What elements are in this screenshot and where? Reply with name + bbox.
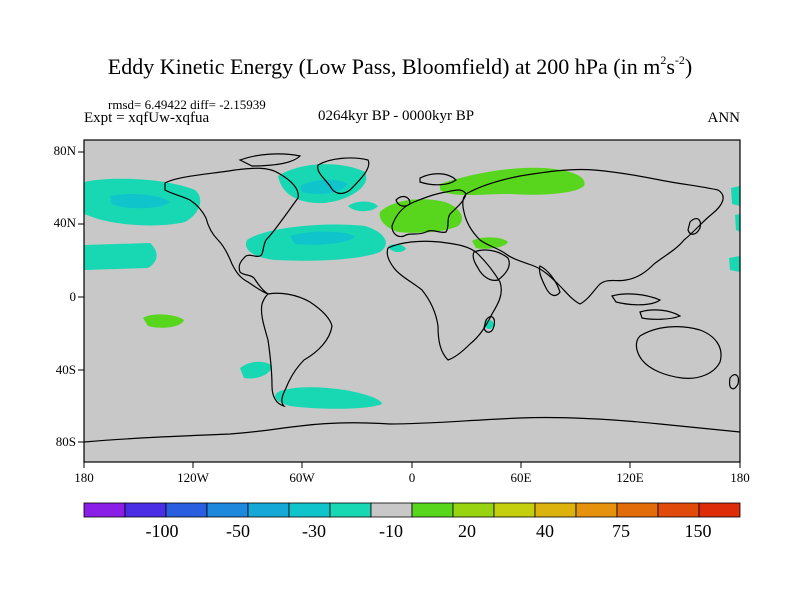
colorbar-label: 40 [536, 521, 554, 541]
lon-label-60w: 60W [289, 470, 315, 485]
lat-label-40s: 40S [55, 362, 76, 377]
colorbar [83, 502, 741, 518]
plot-title: Eddy Kinetic Energy (Low Pass, Bloomfiel… [107, 52, 693, 79]
colorbar-label: -50 [226, 521, 250, 541]
colorbar-swatch [206, 502, 249, 518]
lon-label-180e: 180 [730, 470, 750, 485]
colorbar-label: -100 [145, 521, 179, 541]
period-label: 0264kyr BP - 0000kyr BP [318, 108, 475, 124]
lat-label-80n: 80N [53, 143, 76, 158]
colorbar-label: 75 [612, 521, 630, 541]
colorbar-swatch [452, 502, 495, 518]
colorbar-label: 150 [684, 521, 712, 541]
axis-ticks [78, 151, 741, 468]
colorbar-swatch [247, 502, 290, 518]
lon-label-0: 0 [408, 470, 416, 485]
coastlines [83, 153, 741, 443]
lat-label-40n: 40N [53, 215, 76, 230]
colorbar-swatch [616, 502, 659, 518]
colorbar-label: -10 [379, 521, 403, 541]
lon-label-120w: 120W [177, 470, 209, 485]
colorbar-swatch [83, 502, 126, 518]
negative-regions [84, 164, 740, 409]
lat-label-80s: 80S [55, 434, 76, 449]
colorbar-label: -30 [302, 521, 326, 541]
colorbar-label: 20 [458, 521, 476, 541]
lon-label-120e: 120E [616, 470, 644, 485]
colorbar-swatch [370, 502, 413, 518]
colorbar-swatch [329, 502, 372, 518]
lat-label-0: 0 [69, 289, 77, 304]
colorbar-swatch [124, 502, 167, 518]
colorbar-swatch [288, 502, 331, 518]
lon-label-60e: 60E [510, 470, 532, 485]
colorbar-swatch [575, 502, 618, 518]
positive-regions [143, 167, 585, 328]
season-label: ANN [707, 110, 741, 126]
colorbar-swatch [411, 502, 454, 518]
colorbar-swatch [534, 502, 577, 518]
stats-text: rmsd= 6.49422 diff= -2.15939 [108, 97, 266, 112]
colorbar-swatch [698, 502, 741, 518]
colorbar-swatch [657, 502, 700, 518]
colorbar-swatch [493, 502, 536, 518]
experiment-label: Expt = xqfUw-xqfua [84, 110, 210, 126]
colorbar-swatch [165, 502, 208, 518]
lon-label-180w: 180 [74, 470, 94, 485]
